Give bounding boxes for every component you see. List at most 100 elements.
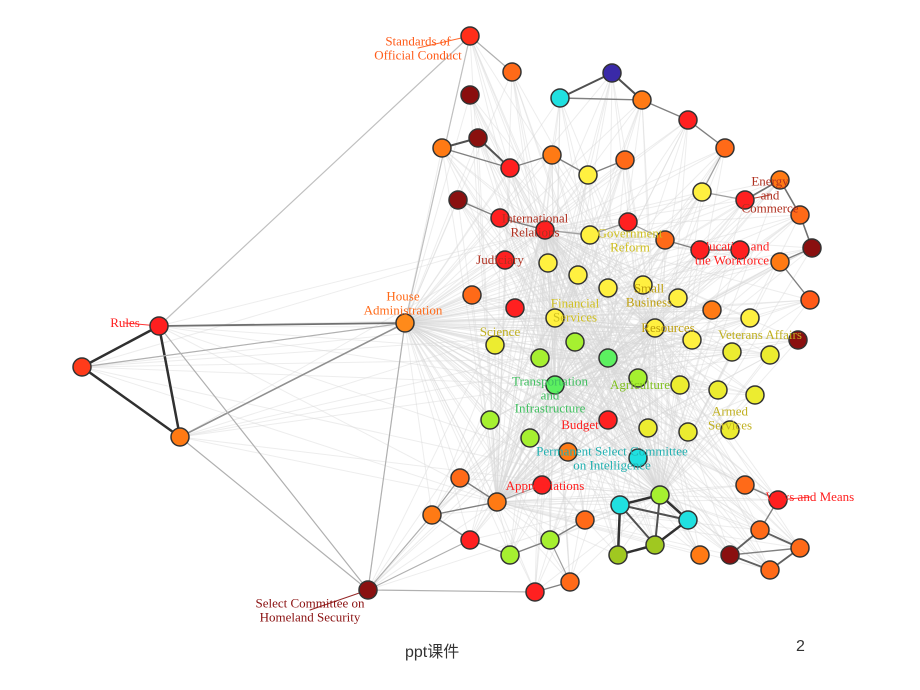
node-n_i2 xyxy=(751,521,769,539)
node-n_h6 xyxy=(691,546,709,564)
edge xyxy=(405,36,470,323)
edge xyxy=(82,323,405,367)
node-n_a4 xyxy=(603,64,621,82)
node-n_a13 xyxy=(771,253,789,271)
node-n_c13 xyxy=(761,346,779,364)
node-n_a11 xyxy=(791,206,809,224)
edge xyxy=(159,326,368,590)
page-number: 2 xyxy=(796,638,805,656)
node-selhs xyxy=(359,581,377,599)
node-n_b13 xyxy=(691,241,709,259)
node-n_b12 xyxy=(656,231,674,249)
node-n_a6 xyxy=(679,111,697,129)
node-n_b9 xyxy=(536,221,554,239)
node-n_a12 xyxy=(803,239,821,257)
node-n_j1 xyxy=(561,573,579,591)
node-n_a5 xyxy=(633,91,651,109)
node-n_c1 xyxy=(569,266,587,284)
node-n_h3 xyxy=(679,511,697,529)
edge xyxy=(159,326,180,437)
node-n_a7 xyxy=(716,139,734,157)
node-n_g4 xyxy=(461,531,479,549)
node-n_i3 xyxy=(721,546,739,564)
node-n_a14 xyxy=(801,291,819,309)
node-n_i5 xyxy=(791,539,809,557)
node-rules_s xyxy=(171,428,189,446)
node-n_c4 xyxy=(669,289,687,307)
node-n_b14 xyxy=(731,241,749,259)
node-n_c2 xyxy=(599,279,617,297)
node-n_d9 xyxy=(746,386,764,404)
node-n_a2 xyxy=(503,63,521,81)
node-smallb xyxy=(634,276,652,294)
node-n_c5 xyxy=(703,301,721,319)
node-judic xyxy=(496,251,514,269)
node-n_g2 xyxy=(488,493,506,511)
node-psci xyxy=(629,449,647,467)
node-n_g7 xyxy=(576,511,594,529)
node-n_d4 xyxy=(599,349,617,367)
node-n_f3 xyxy=(559,443,577,461)
node-n_d7 xyxy=(671,376,689,394)
network-diagram: Standards of Official ConductRulesHouse … xyxy=(0,0,920,690)
edge xyxy=(180,323,405,437)
node-n_a10 xyxy=(771,171,789,189)
node-std xyxy=(461,27,479,45)
edge xyxy=(180,437,368,590)
node-ways xyxy=(769,491,787,509)
node-n_b2 xyxy=(469,129,487,147)
node-n_b5 xyxy=(579,166,597,184)
node-n_g6 xyxy=(541,531,559,549)
node-n_f2 xyxy=(521,429,539,447)
node-n_a15 xyxy=(789,331,807,349)
node-n_h1 xyxy=(611,496,629,514)
footer-text: ppt课件 xyxy=(405,638,459,662)
node-n_h2 xyxy=(651,486,669,504)
node-approp xyxy=(533,476,551,494)
node-n_f1 xyxy=(481,411,499,429)
node-n_c12 xyxy=(723,343,741,361)
node-budget xyxy=(599,411,617,429)
node-n_d2 xyxy=(531,349,549,367)
node-n_a1 xyxy=(461,86,479,104)
edge xyxy=(368,323,405,590)
node-n_h4 xyxy=(646,536,664,554)
node-agri xyxy=(629,369,647,387)
node-rules_nw xyxy=(73,358,91,376)
node-n_b8 xyxy=(491,209,509,227)
node-n_b7 xyxy=(449,191,467,209)
node-n_g1 xyxy=(451,469,469,487)
node-n_c11 xyxy=(683,331,701,349)
node-n_i1 xyxy=(736,476,754,494)
node-n_c9 xyxy=(546,309,564,327)
node-n_d8 xyxy=(709,381,727,399)
node-n_c7 xyxy=(463,286,481,304)
node-n_d1 xyxy=(486,336,504,354)
edge xyxy=(560,98,642,100)
hub-edges xyxy=(82,36,812,592)
node-n_i4 xyxy=(761,561,779,579)
node-n_g3 xyxy=(423,506,441,524)
node-n_b1 xyxy=(433,139,451,157)
node-houseadm xyxy=(396,314,414,332)
node-n_b6 xyxy=(616,151,634,169)
edge xyxy=(368,590,535,592)
node-trans xyxy=(546,376,564,394)
edge xyxy=(368,540,470,590)
node-n_a9 xyxy=(736,191,754,209)
node-intrel xyxy=(539,254,557,272)
node-n_g5 xyxy=(501,546,519,564)
node-n_e3 xyxy=(679,423,697,441)
node-n_j2 xyxy=(526,583,544,601)
node-n_h5 xyxy=(609,546,627,564)
node-n_a3 xyxy=(551,89,569,107)
node-n_e2 xyxy=(639,419,657,437)
node-n_b11 xyxy=(619,213,637,231)
node-resources xyxy=(646,319,664,337)
node-rules xyxy=(150,317,168,335)
network-svg xyxy=(0,0,920,690)
edge xyxy=(159,36,470,326)
node-n_d3 xyxy=(566,333,584,351)
node-n_b10 xyxy=(581,226,599,244)
node-n_a8 xyxy=(693,183,711,201)
